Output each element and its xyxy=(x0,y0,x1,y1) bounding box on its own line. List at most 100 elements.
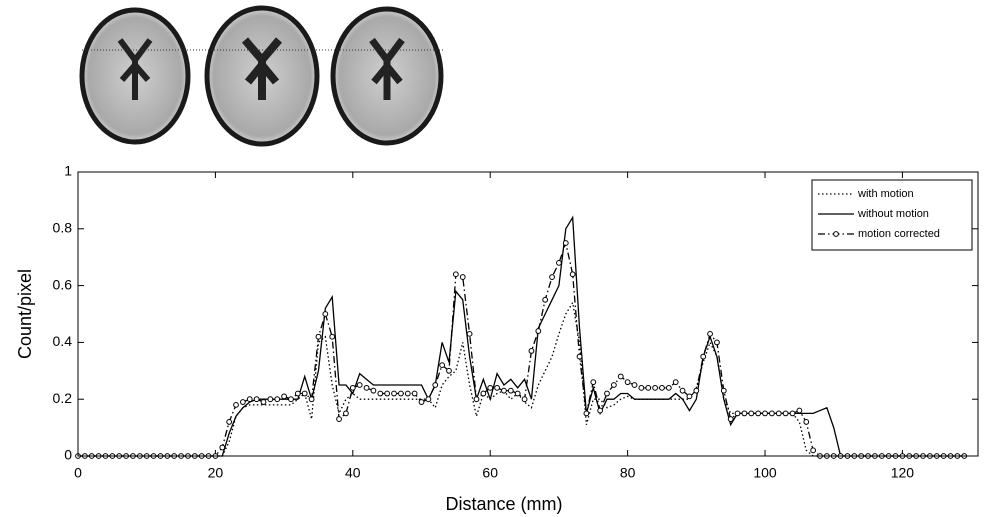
data-point xyxy=(797,408,802,413)
data-point xyxy=(666,385,671,390)
x-tick-label: 40 xyxy=(345,465,361,481)
data-point xyxy=(289,397,294,402)
data-point xyxy=(440,363,445,368)
x-tick-label: 120 xyxy=(891,465,915,481)
page: {"chart_data": {"type": "line", "xlabel"… xyxy=(0,0,992,517)
data-point xyxy=(769,411,774,416)
data-point xyxy=(646,385,651,390)
data-point xyxy=(433,383,438,388)
data-point xyxy=(330,334,335,339)
data-point xyxy=(694,388,699,393)
data-point xyxy=(399,391,404,396)
chart: Distance (mm) Count/pixel 02040608010012… xyxy=(0,0,992,517)
data-point xyxy=(721,388,726,393)
data-point xyxy=(268,397,273,402)
data-point xyxy=(653,385,658,390)
data-point xyxy=(591,380,596,385)
data-point xyxy=(577,354,582,359)
data-point xyxy=(701,354,706,359)
data-point xyxy=(742,411,747,416)
data-point xyxy=(632,383,637,388)
data-point xyxy=(467,331,472,336)
data-point xyxy=(295,391,300,396)
data-point xyxy=(453,272,458,277)
data-point xyxy=(660,385,665,390)
legend-label: with motion xyxy=(857,188,914,200)
data-point xyxy=(364,385,369,390)
y-tick-label: 0.6 xyxy=(53,276,73,292)
data-point xyxy=(749,411,754,416)
data-point xyxy=(426,397,431,402)
data-point xyxy=(557,260,562,265)
y-tick-label: 0.4 xyxy=(53,333,73,349)
data-point xyxy=(357,383,362,388)
data-point xyxy=(474,397,479,402)
data-point xyxy=(254,397,259,402)
brain-images xyxy=(82,8,445,144)
data-point xyxy=(625,380,630,385)
data-point xyxy=(419,400,424,405)
data-point xyxy=(344,411,349,416)
legend: with motion without motion motion correcte… xyxy=(812,180,972,250)
data-point xyxy=(790,411,795,416)
data-point xyxy=(522,397,527,402)
x-tick-label: 20 xyxy=(208,465,224,481)
data-point xyxy=(756,411,761,416)
data-point xyxy=(584,411,589,416)
data-point xyxy=(261,400,266,405)
data-point xyxy=(605,391,610,396)
legend-label: without motion xyxy=(857,208,929,220)
data-point xyxy=(275,397,280,402)
data-point xyxy=(776,411,781,416)
x-tick-label: 0 xyxy=(74,465,82,481)
data-point xyxy=(323,312,328,317)
data-point xyxy=(735,411,740,416)
data-point xyxy=(570,272,575,277)
data-point xyxy=(378,391,383,396)
data-point xyxy=(316,334,321,339)
data-point xyxy=(350,385,355,390)
data-point xyxy=(639,385,644,390)
data-point xyxy=(811,448,816,453)
data-point xyxy=(804,420,809,425)
data-point xyxy=(680,388,685,393)
data-point xyxy=(728,417,733,422)
data-point xyxy=(687,394,692,399)
data-point xyxy=(715,340,720,345)
data-point xyxy=(783,411,788,416)
data-point xyxy=(673,380,678,385)
data-point xyxy=(282,394,287,399)
data-point xyxy=(763,411,768,416)
data-point xyxy=(543,297,548,302)
x-axis-label: Distance (mm) xyxy=(445,494,562,514)
data-point xyxy=(220,445,225,450)
data-point xyxy=(536,329,541,334)
data-point xyxy=(337,417,342,422)
data-point xyxy=(618,374,623,379)
data-point xyxy=(502,388,507,393)
data-point xyxy=(611,383,616,388)
data-point xyxy=(563,241,568,246)
data-point xyxy=(302,391,307,396)
data-point xyxy=(412,391,417,396)
legend-label: motion corrected xyxy=(858,228,940,240)
y-tick-label: 0.2 xyxy=(53,390,73,406)
data-point xyxy=(529,349,534,354)
data-point xyxy=(247,397,252,402)
data-point xyxy=(481,391,486,396)
y-tick-label: 0.8 xyxy=(53,220,73,236)
data-point xyxy=(405,391,410,396)
y-tick-label: 1 xyxy=(64,163,72,179)
data-point xyxy=(550,275,555,280)
data-point xyxy=(447,368,452,373)
data-point xyxy=(371,388,376,393)
data-point xyxy=(460,275,465,280)
data-point xyxy=(488,385,493,390)
data-point xyxy=(598,408,603,413)
x-tick-label: 80 xyxy=(620,465,636,481)
data-point xyxy=(495,385,500,390)
y-tick-label: 0 xyxy=(64,447,72,463)
data-point xyxy=(227,420,232,425)
y-axis-label: Count/pixel xyxy=(15,269,35,359)
data-point xyxy=(234,402,239,407)
